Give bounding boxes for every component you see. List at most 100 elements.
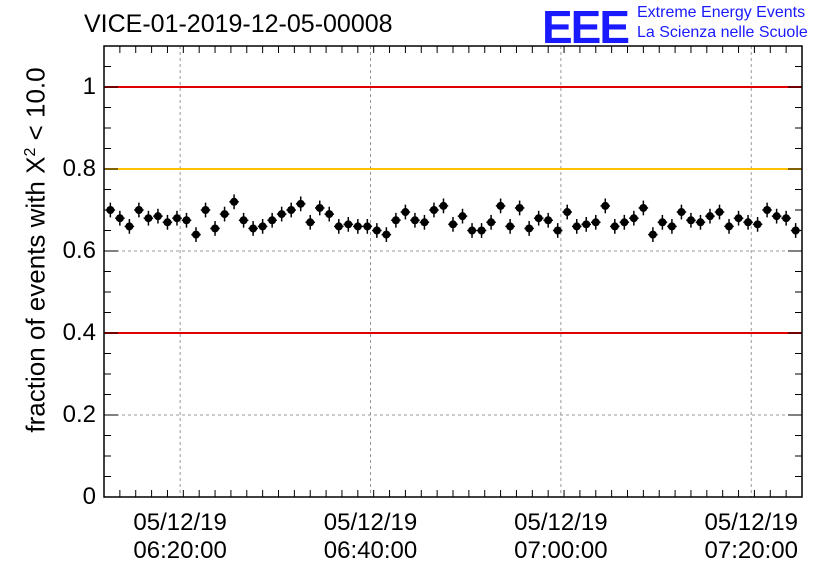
data-point xyxy=(449,220,457,229)
eee-logo: EEE xyxy=(542,1,630,53)
plot-frame xyxy=(103,45,803,498)
data-point xyxy=(620,218,629,227)
y-tick-label: 0.8 xyxy=(62,155,96,182)
data-point xyxy=(525,224,534,233)
data-point xyxy=(211,224,220,233)
x-tick-label: 05/12/19 06:20:00 xyxy=(110,509,250,565)
x-tick-time: 06:40:00 xyxy=(323,537,418,564)
x-tick-label: 05/12/19 06:40:00 xyxy=(301,509,441,565)
data-point xyxy=(115,214,124,223)
y-tick-label: 0.2 xyxy=(62,401,96,428)
data-point xyxy=(420,218,429,227)
data-point xyxy=(458,212,467,221)
data-point xyxy=(201,206,210,214)
data-points xyxy=(105,194,801,242)
data-point xyxy=(563,208,572,217)
data-point xyxy=(477,226,486,235)
y-tick-label: 0 xyxy=(82,483,96,510)
x-tick-label: 05/12/19 07:00:00 xyxy=(491,509,631,565)
data-point xyxy=(315,203,324,212)
data-point xyxy=(715,208,724,217)
data-point xyxy=(153,212,162,221)
data-point xyxy=(506,222,515,231)
data-point xyxy=(277,210,286,219)
data-point xyxy=(372,226,381,235)
chart-title: VICE-01-2019-12-05-00008 xyxy=(84,10,393,38)
data-point xyxy=(639,203,648,212)
data-point xyxy=(696,218,705,227)
x-tick-label: 05/12/19 07:20:00 xyxy=(681,509,821,565)
data-point xyxy=(487,218,496,227)
data-point xyxy=(182,216,191,225)
data-point xyxy=(353,222,362,231)
data-point xyxy=(410,216,419,225)
data-point xyxy=(439,201,448,210)
data-point xyxy=(667,222,676,231)
chi-exponent: 2 xyxy=(21,147,39,157)
y-tick-label: 0.6 xyxy=(62,237,96,264)
data-point xyxy=(172,214,181,223)
data-point xyxy=(287,206,296,214)
grid xyxy=(104,46,802,498)
data-point xyxy=(220,210,229,219)
data-point xyxy=(591,218,600,227)
data-point xyxy=(134,206,143,214)
x-tick-date: 05/12/19 xyxy=(704,509,798,536)
data-point xyxy=(401,208,410,217)
data-point xyxy=(268,216,277,225)
y-tick-label: 0.4 xyxy=(62,319,96,346)
data-point xyxy=(496,201,505,210)
data-point xyxy=(648,230,657,239)
data-point xyxy=(553,226,562,235)
data-point xyxy=(363,222,372,231)
data-point xyxy=(334,222,343,231)
data-point xyxy=(258,222,267,231)
x-tick-time: 07:20:00 xyxy=(704,537,798,564)
data-point xyxy=(468,226,477,235)
data-point xyxy=(686,216,695,225)
data-point xyxy=(744,218,753,227)
logo-subtitle-2: La Scienza nelle Scuole xyxy=(637,24,808,41)
data-point xyxy=(725,222,734,231)
logo-subtitle-1: Extreme Energy Events xyxy=(637,4,806,21)
data-point xyxy=(544,216,553,225)
data-point xyxy=(753,220,762,229)
data-point xyxy=(344,220,353,229)
data-point xyxy=(734,214,743,223)
data-point xyxy=(239,216,248,225)
data-point xyxy=(106,206,115,214)
data-point xyxy=(763,206,772,214)
data-point xyxy=(515,203,524,212)
data-point xyxy=(249,224,258,233)
y-axis-label-prefix: fraction of events with xyxy=(20,173,51,433)
data-point xyxy=(230,197,239,206)
data-point xyxy=(306,218,315,227)
data-point xyxy=(782,214,791,223)
data-point xyxy=(658,218,667,227)
data-point xyxy=(296,199,305,208)
data-point xyxy=(772,212,781,221)
data-point xyxy=(163,218,172,227)
x-tick-date: 05/12/19 xyxy=(514,509,608,536)
data-point xyxy=(610,222,619,231)
y-tick-label: 1 xyxy=(82,73,96,100)
data-point xyxy=(325,210,334,219)
data-point xyxy=(791,226,800,235)
data-point xyxy=(429,206,438,214)
data-point xyxy=(192,230,201,239)
x-tick-time: 06:20:00 xyxy=(133,537,227,564)
data-point xyxy=(391,216,400,225)
data-point xyxy=(582,220,591,229)
data-point xyxy=(125,222,134,231)
data-point xyxy=(144,214,153,223)
data-point xyxy=(629,214,638,223)
data-point xyxy=(705,212,714,221)
x-tick-date: 05/12/19 xyxy=(323,509,418,536)
data-point xyxy=(572,222,581,231)
reference-lines xyxy=(104,86,802,334)
x-tick-date: 05/12/19 xyxy=(133,509,227,536)
data-point xyxy=(534,214,543,223)
x-tick-time: 07:00:00 xyxy=(514,537,608,564)
data-point xyxy=(601,201,610,210)
